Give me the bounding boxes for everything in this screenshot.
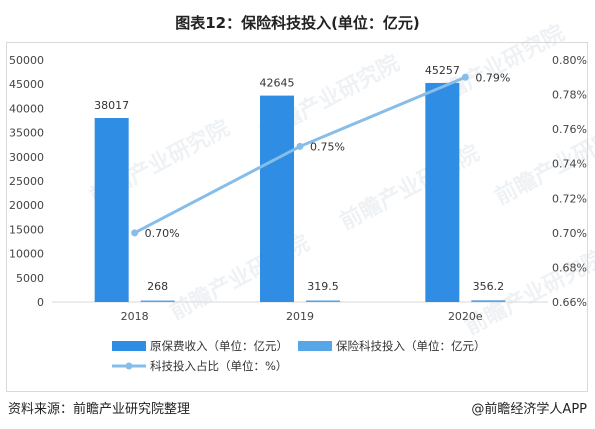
tech-bar [140, 300, 175, 302]
ratio-point [461, 73, 469, 81]
ratio-point-label: 0.75% [310, 140, 345, 153]
premium-bar [260, 95, 294, 302]
left-tick-label: 35000 [9, 127, 44, 140]
category-label: 2018 [121, 310, 149, 323]
source-note: 资料来源：前瞻产业研究院整理 [8, 402, 191, 417]
tech-bar [306, 300, 340, 302]
left-tick-label: 5000 [16, 272, 44, 285]
left-tick-label: 30000 [9, 151, 44, 164]
ratio-point [296, 142, 304, 150]
left-tick-label: 40000 [9, 102, 44, 115]
right-tick-label: 0.74% [552, 158, 587, 171]
category-label: 2019 [286, 310, 314, 323]
premium-bar [94, 117, 129, 303]
chart-frame [6, 42, 588, 392]
legend-label-premium: 原保费收入（单位：亿元） [150, 339, 288, 353]
left-tick-label: 0 [37, 296, 44, 309]
bars-layer: 38017 268 42645 319.5 45257 356.2 [94, 64, 506, 303]
right-tick-label: 0.72% [552, 192, 587, 205]
brand-note: @前瞻经济学人APP [471, 402, 587, 417]
left-axis: 0 5000 10000 15000 20000 25000 30000 35000 40000… [9, 54, 44, 309]
category-labels: 2018 2019 2020e [121, 310, 483, 323]
legend-swatch-tech [298, 341, 332, 351]
legend: 原保费收入（单位：亿元） 保险科技投入（单位：亿元） 科技投入占比（单位：%） [112, 339, 486, 373]
legend-swatch-premium [112, 341, 146, 351]
left-tick-label: 15000 [9, 223, 44, 236]
ratio-line-layer: 0.70% 0.75% 0.79% [131, 71, 510, 240]
left-tick-label: 20000 [9, 199, 44, 212]
legend-label-ratio: 科技投入占比（单位：%） [150, 359, 287, 373]
right-axis: 0.66% 0.68% 0.70% 0.72% 0.74% 0.76% 0.78% 0.80% [552, 54, 587, 309]
legend-swatch-ratio-marker [125, 362, 133, 370]
left-tick-label: 45000 [9, 78, 44, 91]
chart-title: 图表12：保险科技投入(单位：亿元) [175, 14, 420, 32]
ratio-point-label: 0.79% [475, 71, 510, 84]
right-tick-label: 0.70% [552, 227, 587, 240]
right-tick-label: 0.66% [552, 296, 587, 309]
premium-bar-label: 42645 [260, 77, 295, 90]
legend-label-tech: 保险科技投入（单位：亿元） [336, 339, 486, 353]
ratio-point [131, 229, 139, 237]
right-tick-label: 0.76% [552, 123, 587, 136]
tech-bar-label: 268 [147, 280, 168, 293]
left-tick-label: 25000 [9, 175, 44, 188]
tech-bar-label: 319.5 [307, 280, 339, 293]
right-tick-label: 0.80% [552, 54, 587, 67]
right-tick-label: 0.68% [552, 261, 587, 274]
category-label: 2020e [448, 310, 483, 323]
watermark-text-3: 前瞻产业研究院 [336, 140, 484, 235]
left-tick-label: 50000 [9, 54, 44, 67]
ratio-point-label: 0.70% [145, 227, 180, 240]
left-tick-label: 10000 [9, 248, 44, 261]
premium-bar [425, 82, 460, 303]
premium-bar-label: 45257 [425, 64, 460, 77]
right-tick-label: 0.78% [552, 89, 587, 102]
premium-bar-label: 38017 [94, 99, 129, 112]
tech-bar [471, 300, 506, 302]
tech-bar-label: 356.2 [473, 280, 505, 293]
